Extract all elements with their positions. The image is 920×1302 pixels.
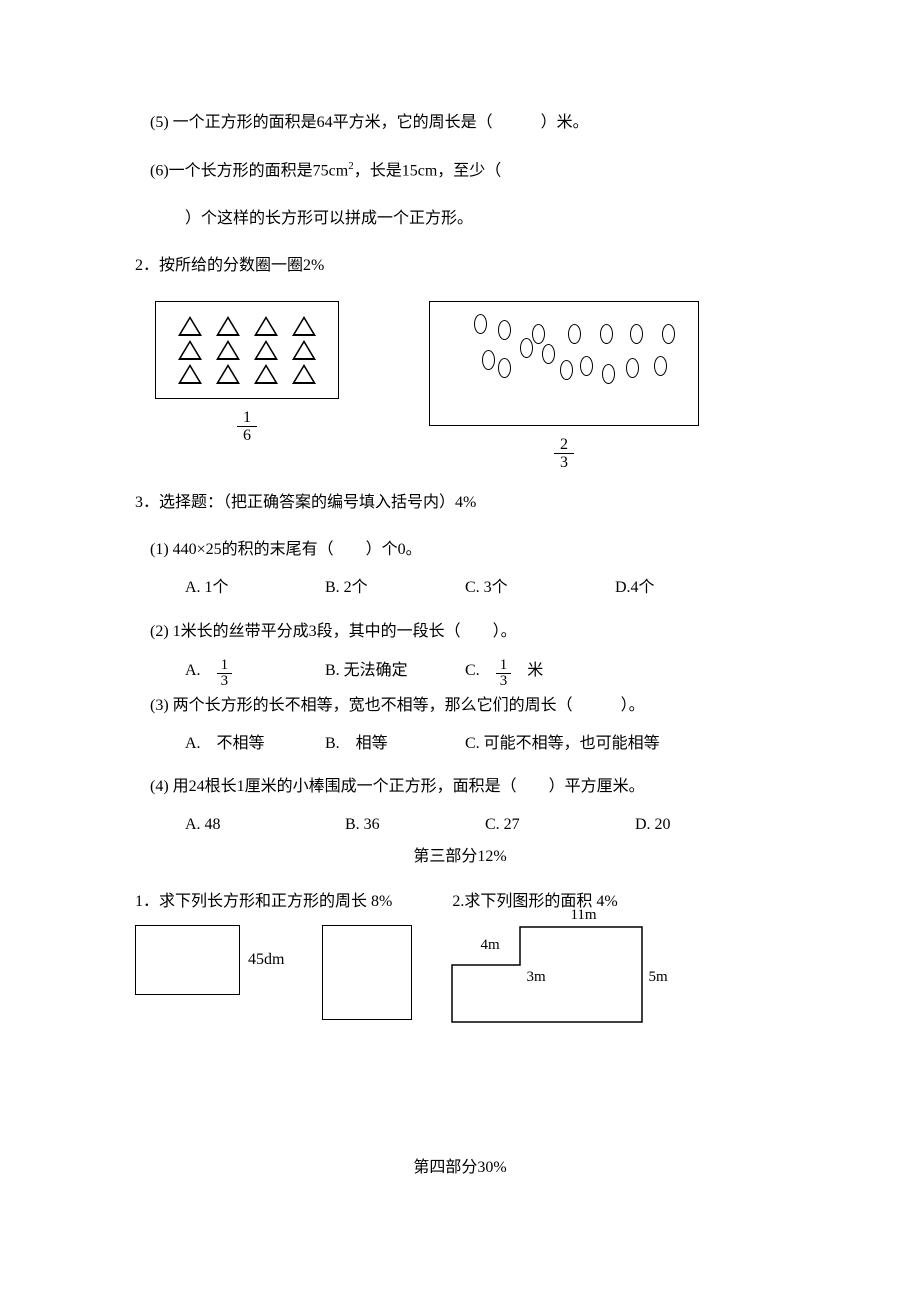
- part3-prompts: 1．求下列长方形和正方形的周长 8% 2.求下列图形的面积 4%: [135, 889, 785, 915]
- oval-icon: [662, 324, 675, 344]
- triangle-icon: [216, 340, 240, 360]
- q3-4-b: B. 36: [345, 812, 485, 838]
- q3-2-c-post: 米: [511, 662, 543, 679]
- q3-2-options: A. 13 B. 无法确定 C. 13 米: [135, 656, 785, 687]
- p3-1: 1．求下列长方形和正方形的周长 8%: [135, 889, 392, 915]
- tri-row-2: [178, 340, 316, 360]
- q3-2c-d: 3: [496, 674, 512, 689]
- oval-icon: [600, 324, 613, 344]
- dim-3m: 3m: [526, 965, 545, 989]
- triangle-icon: [178, 316, 202, 336]
- triangle-icon: [254, 364, 278, 384]
- q3-2a-n: 1: [217, 658, 233, 674]
- dim-4m: 4m: [480, 933, 499, 957]
- triangle-icon: [254, 340, 278, 360]
- q3-3-a: A. 不相等: [185, 731, 325, 757]
- triangle-icon: [216, 316, 240, 336]
- q3-2-b: B. 无法确定: [325, 658, 465, 684]
- dim-45dm: 45dm: [248, 947, 284, 973]
- q3-2-a-pre: A.: [185, 662, 217, 679]
- q3-4-a: A. 48: [185, 812, 345, 838]
- q3-3-c: C. 可能不相等，也可能相等: [465, 731, 660, 757]
- oval-icon: [532, 324, 545, 344]
- q3-1: (1) 440×25的积的末尾有（ ）个0。: [135, 537, 785, 563]
- q6b: ，长是15cm，至少（: [354, 162, 502, 179]
- fig-lshape-wrap: 11m 4m 3m 5m: [450, 925, 650, 1035]
- triangle-icon: [254, 316, 278, 336]
- q3-2-c-pre: C.: [465, 662, 496, 679]
- fig-rect1: [135, 925, 240, 995]
- q3-2: (2) 1米长的丝带平分成3段，其中的一段长（ ）。: [135, 619, 785, 645]
- dim-11m: 11m: [570, 903, 596, 927]
- oval-icon: [580, 356, 593, 376]
- fig-square: [322, 925, 412, 1020]
- triangle-icon: [292, 340, 316, 360]
- part3-figures: 45dm 11m 4m 3m 5m: [135, 925, 785, 1035]
- dim-5m: 5m: [648, 965, 667, 989]
- q3-2-a: A. 13: [185, 656, 325, 687]
- oval-icon: [482, 350, 495, 370]
- q3-1-a: A. 1个: [185, 575, 325, 601]
- ovals-block: 2 3: [429, 301, 699, 472]
- triangle-icon: [292, 316, 316, 336]
- part3-head: 第三部分12%: [135, 844, 785, 870]
- q3-2-c: C. 13 米: [465, 656, 615, 687]
- oval-icon: [630, 324, 643, 344]
- oval-icon: [520, 338, 533, 358]
- f2-num: 2: [554, 436, 574, 455]
- part4-head: 第四部分30%: [135, 1155, 785, 1181]
- tri-row-1: [178, 316, 316, 336]
- oval-icon: [542, 344, 555, 364]
- q3-3-b: B. 相等: [325, 731, 465, 757]
- q3-1-options: A. 1个 B. 2个 C. 3个 D.4个: [135, 575, 785, 601]
- q3-2c-n: 1: [496, 658, 512, 674]
- oval-icon: [498, 320, 511, 340]
- oval-icon: [560, 360, 573, 380]
- fraction-2-3: 2 3: [554, 436, 574, 472]
- f1-num: 1: [237, 409, 257, 428]
- q6a: (6)一个长方形的面积是75cm: [150, 162, 348, 179]
- q3-3-options: A. 不相等 B. 相等 C. 可能不相等，也可能相等: [135, 731, 785, 757]
- triangle-icon: [178, 340, 202, 360]
- triangle-icon: [292, 364, 316, 384]
- q6-line1: (6)一个长方形的面积是75cm2，长是15cm，至少（: [135, 158, 785, 184]
- q3-1-c: C. 3个: [465, 575, 615, 601]
- oval-icon: [568, 324, 581, 344]
- q3-2-a-frac: 13: [217, 658, 233, 689]
- q2-head: 2．按所给的分数圈一圈2%: [135, 253, 785, 279]
- fig-rect1-wrap: 45dm: [135, 925, 284, 995]
- triangles-box: [155, 301, 339, 399]
- f1-den: 6: [237, 427, 257, 445]
- q3-2-c-frac: 13: [496, 658, 512, 689]
- q3-2a-d: 3: [217, 674, 233, 689]
- fraction-1-6: 1 6: [237, 409, 257, 445]
- triangles-block: 1 6: [155, 301, 339, 445]
- q3-4-d: D. 20: [635, 812, 671, 838]
- tri-row-3: [178, 364, 316, 384]
- oval-icon: [654, 356, 667, 376]
- oval-icon: [498, 358, 511, 378]
- q3-head: 3．选择题：（把正确答案的编号填入括号内）4%: [135, 490, 785, 516]
- q3-1-b: B. 2个: [325, 575, 465, 601]
- q3-4: (4) 用24根长1厘米的小棒围成一个正方形，面积是（ ）平方厘米。: [135, 774, 785, 800]
- q3-4-options: A. 48 B. 36 C. 27 D. 20: [135, 812, 785, 838]
- oval-icon: [626, 358, 639, 378]
- q6-line2: ）个这样的长方形可以拼成一个正方形。: [135, 206, 785, 232]
- triangle-icon: [216, 364, 240, 384]
- triangle-icon: [178, 364, 202, 384]
- q3-3: (3) 两个长方形的长不相等，宽也不相等，那么它们的周长（ ）。: [135, 693, 785, 719]
- q5-text: (5) 一个正方形的面积是64平方米，它的周长是（ ）米。: [135, 110, 785, 136]
- q3-1-d: D.4个: [615, 575, 655, 601]
- f2-den: 3: [554, 454, 574, 472]
- shapes-row: 1 6 2 3: [135, 301, 785, 472]
- oval-icon: [602, 364, 615, 384]
- q3-4-c: C. 27: [485, 812, 635, 838]
- ovals-box: [429, 301, 699, 426]
- oval-icon: [474, 314, 487, 334]
